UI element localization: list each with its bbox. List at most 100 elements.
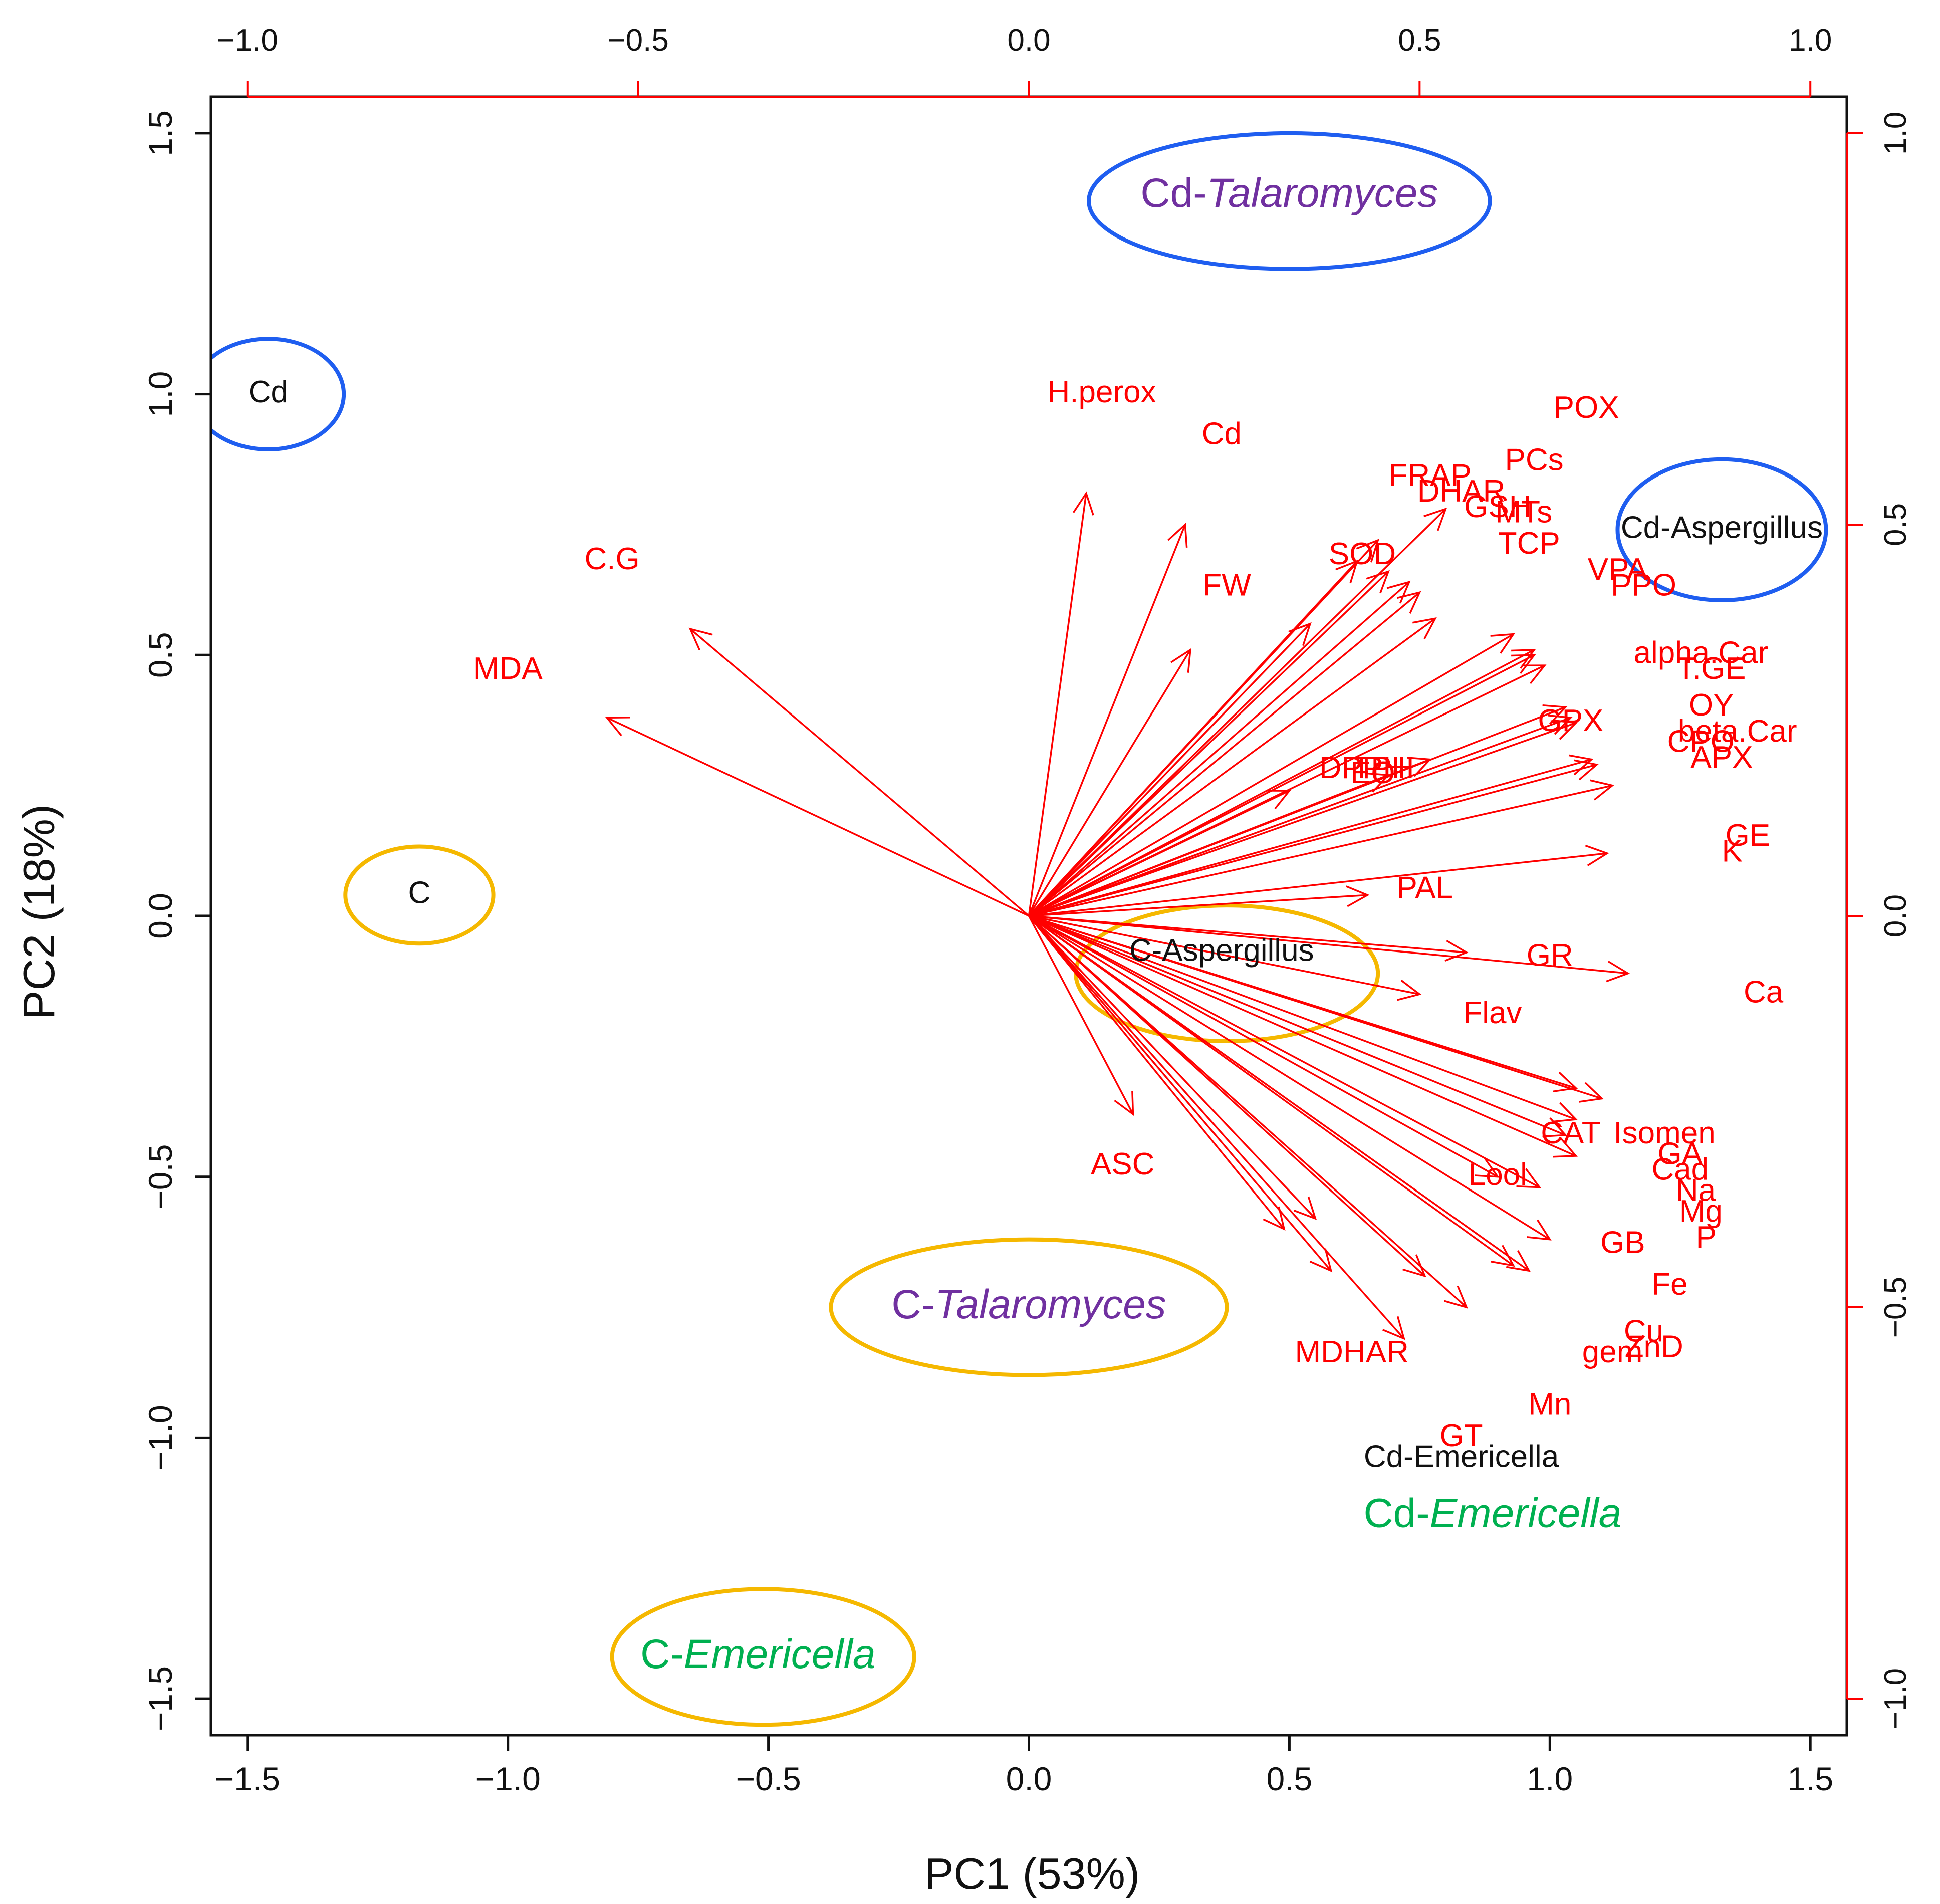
loading-label: Na	[1676, 1173, 1716, 1208]
group-label: Cd-Emericella	[1363, 1490, 1621, 1536]
arrow-head	[1516, 1168, 1542, 1188]
y-tick-label: −0.5	[142, 1144, 179, 1210]
top-tick-label: 0.0	[1007, 23, 1050, 58]
loading-label: Cad	[1651, 1152, 1709, 1187]
group-ellipses	[211, 131, 1828, 1727]
right-tick-label: 0.0	[1878, 894, 1913, 937]
right-tick-label: −0.5	[1878, 1277, 1913, 1338]
loading-label: alpha.Car	[1633, 636, 1768, 670]
loading-arrow	[1028, 539, 1379, 917]
loading-arrow	[1028, 790, 1290, 917]
x-tick-label: −1.0	[475, 1760, 541, 1797]
loading-arrow	[1028, 915, 1285, 1230]
loading-label: MTs	[1495, 495, 1552, 529]
loading-label: K	[1722, 834, 1743, 868]
arrow-head	[1444, 940, 1469, 962]
loading-label: Ca	[1744, 975, 1784, 1010]
loading-arrow	[1028, 591, 1420, 917]
loading-label: EO	[1350, 756, 1395, 790]
loading-label: ASC	[1091, 1147, 1154, 1181]
left-axis: −1.5 −1.0 −0.5 0.0 0.5 1.0 1.5	[142, 110, 212, 1731]
arrow-head	[605, 717, 630, 737]
loading-label: SOD	[1329, 537, 1396, 571]
arrow-head	[1585, 844, 1609, 866]
loading-label: FW	[1202, 568, 1251, 602]
arrow-head	[1412, 617, 1437, 639]
arrow-head	[1309, 1248, 1333, 1273]
score-label: C-Aspergillus	[1129, 933, 1314, 968]
loading-label: PCs	[1505, 442, 1564, 477]
loading-arrow	[1029, 915, 1420, 995]
loading-label: beta.Car	[1678, 714, 1797, 749]
arrow-head	[1527, 1219, 1552, 1241]
loading-label: T.GE	[1677, 651, 1746, 686]
loading-label: gem	[1582, 1335, 1643, 1369]
loading-arrow	[1028, 915, 1134, 1115]
arrow-head	[1346, 885, 1370, 907]
arrow-head	[1266, 790, 1292, 810]
loading-arrow	[1028, 915, 1602, 1100]
loading-label: DHAR	[1417, 474, 1506, 509]
arrow-head	[1170, 648, 1191, 673]
loading-label: GR	[1527, 938, 1573, 973]
arrow-head	[1402, 1254, 1426, 1278]
loading-label: Cd	[1202, 416, 1242, 451]
loading-arrow	[1028, 633, 1514, 917]
arrow-head	[1167, 523, 1188, 548]
x-tick-label: −1.5	[215, 1760, 280, 1797]
loading-label: Isomen	[1613, 1116, 1715, 1150]
right-axis: −1.0 −0.5 0.0 0.5 1.0	[1846, 112, 1913, 1729]
y-axis-title: PC2 (18%)	[14, 804, 64, 1020]
loading-label: Cu	[1624, 1314, 1663, 1348]
arrow-head	[1423, 507, 1447, 531]
loading-label: P	[1696, 1220, 1717, 1255]
loading-arrow	[1028, 617, 1436, 917]
x-tick-label: 1.0	[1527, 1760, 1573, 1797]
arrow-head	[1511, 649, 1536, 669]
loading-arrow	[1028, 915, 1499, 1178]
loading-arrow	[1028, 915, 1514, 1267]
arrow-head	[1521, 664, 1547, 684]
loading-label: POX	[1554, 390, 1619, 425]
group-label: Cd-Talaromyces	[1140, 170, 1438, 216]
loading-label: C.G	[585, 542, 640, 576]
loading-arrow	[1028, 493, 1087, 916]
loading-arrow	[1029, 784, 1613, 917]
top-tick-label: 0.5	[1398, 23, 1441, 58]
loading-label: MDHAR	[1295, 1335, 1409, 1369]
arrow-head	[1382, 1316, 1405, 1340]
loading-label: GSH	[1464, 490, 1531, 524]
y-tick-label: −1.0	[142, 1405, 179, 1470]
loading-label: OY	[1689, 688, 1734, 723]
bottom-axis: −1.5 −1.0 −0.5 0.0 0.5 1.0 1.5	[215, 1734, 1833, 1797]
loading-label: Flav	[1463, 996, 1522, 1030]
loading-arrow	[1029, 915, 1467, 954]
y-tick-label: 0.5	[142, 632, 179, 678]
right-tick-label: −1.0	[1878, 1668, 1913, 1729]
loading-arrow	[1029, 852, 1607, 917]
x-tick-label: 1.5	[1787, 1760, 1833, 1797]
arrow-head	[1114, 1091, 1134, 1116]
loading-arrow	[1028, 508, 1446, 917]
arrow-head	[1397, 591, 1421, 614]
loading-label: TCP	[1498, 526, 1560, 561]
group-ellipse	[343, 844, 496, 946]
x-tick-label: −0.5	[736, 1760, 801, 1797]
group-ellipse	[1615, 457, 1828, 602]
loading-arrow	[1028, 722, 1576, 917]
arrow-head	[688, 627, 713, 650]
loading-label: PPO	[1611, 568, 1676, 602]
arrow-head	[1366, 570, 1390, 594]
group-ellipse	[1087, 131, 1492, 271]
sample-scores: Cd C C-Aspergillus Cd-Aspergillus Cd-Emerice…	[249, 375, 1823, 1474]
y-tick-label: 1.0	[142, 371, 179, 417]
loading-label: Mn	[1528, 1387, 1571, 1421]
y-tick-label: 1.5	[142, 110, 179, 156]
y-tick-label: 0.0	[142, 893, 179, 939]
loading-arrow	[689, 628, 1030, 917]
arrow-head	[1293, 1196, 1317, 1220]
loading-arrow	[1028, 649, 1191, 916]
loading-arrow	[1029, 758, 1592, 917]
